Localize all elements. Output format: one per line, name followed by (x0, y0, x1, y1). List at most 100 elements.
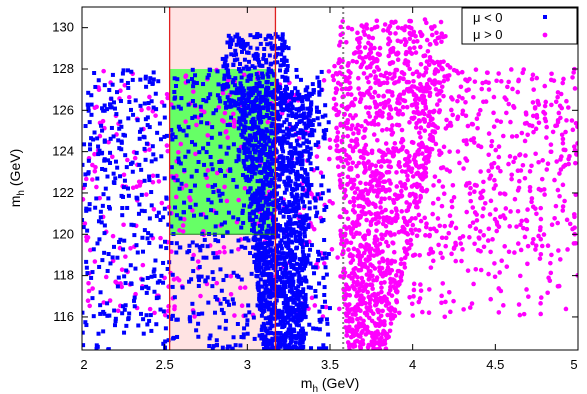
mu-pos-point (370, 95, 376, 100)
mu-neg-point (307, 110, 312, 115)
mu-pos-point (427, 42, 433, 47)
mu-neg-point (305, 149, 310, 154)
mu-pos-point (231, 124, 237, 129)
mu-neg-point (144, 290, 149, 295)
mu-pos-point (542, 192, 547, 197)
mu-neg-point (300, 114, 305, 119)
mu-pos-point (430, 201, 436, 206)
mu-neg-point (204, 215, 209, 220)
mu-pos-point (387, 195, 392, 201)
mu-pos-point (550, 129, 556, 135)
mu-pos-point (350, 160, 356, 166)
mu-pos-point (486, 131, 492, 136)
mu-neg-point (301, 135, 306, 140)
mu-neg-point (278, 129, 283, 134)
mu-neg-point (292, 146, 297, 151)
mu-pos-point (391, 80, 397, 86)
mu-pos-point (533, 151, 538, 157)
mu-neg-point (285, 301, 290, 306)
mu-neg-point (257, 261, 262, 266)
mu-neg-point (253, 108, 258, 113)
mu-neg-point (99, 220, 104, 225)
mu-neg-point (256, 285, 261, 290)
mu-neg-point (246, 238, 251, 243)
mu-neg-point (218, 99, 223, 104)
mu-pos-point (176, 149, 181, 155)
mu-neg-point (236, 119, 241, 124)
mu-neg-point (250, 222, 255, 227)
mu-pos-point (165, 148, 171, 154)
mu-pos-point (525, 243, 531, 249)
mu-pos-point (411, 109, 417, 115)
mu-pos-point (467, 191, 473, 196)
mu-neg-point (306, 140, 311, 145)
mu-neg-point (268, 295, 273, 300)
mu-pos-point (539, 176, 545, 182)
mu-neg-point (291, 227, 296, 232)
mu-neg-point (208, 154, 213, 159)
mu-neg-point (102, 311, 107, 316)
mu-pos-point (350, 115, 356, 121)
mu-neg-point (216, 239, 221, 244)
mu-pos-point (321, 261, 327, 266)
mu-neg-point (253, 131, 258, 136)
mu-pos-point (481, 206, 486, 211)
mu-neg-point (240, 128, 245, 133)
mu-pos-point (97, 195, 102, 201)
mu-pos-point (90, 286, 95, 291)
mu-pos-point (569, 118, 575, 123)
mu-neg-point (283, 346, 288, 350)
mu-neg-point (86, 158, 91, 163)
mu-pos-point (507, 224, 513, 229)
mu-pos-point (364, 26, 370, 31)
mu-neg-point (266, 69, 271, 74)
mu-pos-point (359, 23, 364, 28)
mu-pos-point (538, 205, 544, 211)
mu-pos-point (378, 205, 383, 210)
mu-neg-point (85, 271, 90, 276)
mu-neg-point (237, 90, 242, 95)
mu-neg-point (274, 311, 279, 316)
mu-neg-point (158, 244, 163, 249)
mu-neg-point (302, 204, 307, 209)
mu-neg-point (259, 245, 264, 250)
mu-pos-point (358, 243, 363, 249)
mu-neg-point (288, 335, 293, 340)
mu-pos-point (177, 228, 182, 233)
mu-neg-point (308, 146, 313, 151)
mu-pos-point (498, 168, 503, 174)
mu-neg-point (144, 141, 149, 146)
mu-pos-point (348, 343, 353, 348)
mu-neg-point (288, 256, 293, 261)
mu-pos-point (362, 128, 367, 133)
mu-pos-point (418, 44, 423, 50)
mu-pos-point (422, 53, 428, 58)
mu-pos-point (349, 329, 354, 334)
mu-neg-point (231, 142, 236, 147)
mu-neg-point (269, 240, 274, 245)
mu-neg-point (110, 72, 115, 77)
mu-pos-point (387, 30, 393, 36)
mu-pos-point (365, 258, 370, 263)
mu-neg-point (269, 124, 274, 129)
mu-neg-point (301, 141, 306, 146)
mu-neg-point (249, 174, 254, 179)
mu-pos-point (566, 161, 571, 167)
mu-pos-point (357, 44, 362, 49)
mu-pos-point (333, 90, 339, 96)
mu-neg-point (282, 257, 287, 262)
mu-neg-point (281, 158, 286, 163)
mu-neg-point (122, 274, 127, 279)
mu-neg-point (262, 216, 267, 221)
mu-neg-point (293, 181, 298, 186)
mu-neg-point (284, 265, 289, 270)
mu-neg-point (287, 270, 292, 275)
mu-neg-point (177, 186, 182, 191)
mu-neg-point (267, 272, 272, 277)
mu-neg-point (288, 317, 293, 322)
mu-pos-point (334, 143, 340, 149)
mu-neg-point (176, 104, 181, 109)
mu-pos-point (377, 45, 383, 51)
mu-neg-point (284, 58, 289, 63)
